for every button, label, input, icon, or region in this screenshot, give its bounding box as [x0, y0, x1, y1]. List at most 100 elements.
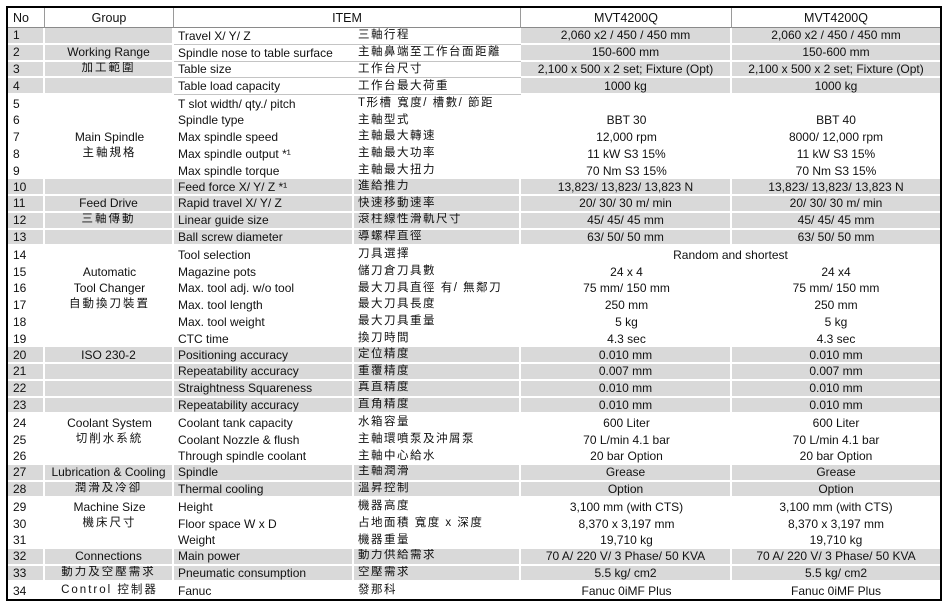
item-zh-cell: 定位精度	[354, 347, 521, 364]
item-zh-cell: 最大刀具重量	[358, 315, 436, 328]
item-en-cell: Table load capacity	[174, 78, 354, 96]
table-row: 32 Connections Main power 動力供給需求 70 A/ 220 V…	[8, 548, 940, 566]
value-cell-2: 70 L/min 4.1 bar	[792, 432, 880, 447]
item-en-cell: Max. tool adj. w/o tool	[178, 281, 295, 296]
value-cell-2: 20 bar Option	[799, 449, 873, 464]
item-en-cell: Max. tool weight	[178, 314, 265, 329]
item-en-cell: Feed force X/ Y/ Z *¹	[174, 179, 354, 196]
item-zh-cell: 刀具選擇	[358, 248, 410, 260]
group-cell: 三軸傳動	[45, 212, 174, 230]
value-cell-1: 250 mm	[604, 298, 649, 313]
row-number-cell: 6	[13, 113, 20, 128]
table-row: 2 Working Range Spindle nose to table surf…	[8, 44, 940, 62]
value-cell-2: 75 mm/ 150 mm	[792, 281, 880, 296]
table-row: 13 Ball screw diameter 導螺桿直徑 63/ 50/ 50 mm 6…	[8, 229, 940, 247]
row-number-cell: 23	[8, 397, 45, 415]
item-zh-cell: 溫昇控制	[354, 481, 521, 499]
group-cell	[45, 532, 174, 549]
value-cell-2: 250 mm	[814, 298, 858, 313]
item-en-cell: Pneumatic consumption	[174, 565, 354, 583]
group-cell	[45, 162, 174, 179]
item-en-cell: Max. tool length	[178, 298, 263, 313]
item-en-cell: Fanuc	[178, 583, 212, 598]
row-number-cell: 25	[13, 432, 27, 447]
row-number-cell: 33	[8, 565, 45, 583]
value-cell-1: 0.010 mm	[521, 347, 732, 364]
item-en-cell: CTC time	[178, 331, 229, 346]
group-cell: Connections	[45, 548, 174, 566]
item-en-cell: Travel X/ Y/ Z	[174, 28, 354, 45]
item-en-cell: Coolant Nozzle & flush	[178, 432, 300, 447]
item-en-cell: Thermal cooling	[174, 481, 354, 499]
item-zh-cell: 主軸中心給水	[358, 449, 436, 462]
item-zh-cell: 真直精度	[354, 380, 521, 398]
value-cell-2: 2,060 x2 / 450 / 450 mm	[732, 28, 940, 45]
value-cell-2: 0.010 mm	[732, 347, 940, 364]
row-number-cell: 5	[13, 96, 20, 111]
table-row: 4 Table load capacity 工作台最大荷重 1000 kg 1000 k…	[8, 78, 940, 96]
group-cell: Automatic	[82, 264, 137, 279]
value-cell-1: 4.3 sec	[607, 331, 646, 346]
value-cell-2: 24 x4	[821, 264, 851, 279]
item-en-cell: Repeatability accuracy	[174, 363, 354, 381]
value-cell-2: 0.010 mm	[732, 397, 940, 415]
row-number-cell: 7	[13, 130, 20, 145]
item-zh-cell: 主軸最大轉速	[358, 130, 436, 143]
table-row: 34 Control 控制器 Fanuc 發那科 Fanuc 0iMF Plus Fanu…	[8, 582, 940, 599]
table-row: 3 加工範圍 Table size 工作台尺寸 2,100 x 500 x 2 set;…	[8, 61, 940, 79]
group-cell	[45, 28, 174, 45]
item-en-cell: Magazine pots	[178, 264, 257, 279]
table-row: 23 Repeatability accuracy 直角精度 0.010 mm 0.01…	[8, 397, 940, 415]
table-row: 28 潤滑及冷卻 Thermal cooling 溫昇控制 Option Option	[8, 481, 940, 499]
group-cell: 主軸規格	[82, 147, 137, 160]
item-zh-cell: 空壓需求	[354, 565, 521, 583]
group-cell: 潤滑及冷卻	[45, 481, 174, 499]
item-zh-cell: 主軸鼻端至工作台面距離	[354, 44, 521, 62]
group-cell: 自動換刀裝置	[69, 298, 150, 311]
value-cell-1: 70 L/min 4.1 bar	[583, 432, 670, 447]
value-cell-1: 0.007 mm	[521, 363, 732, 381]
value-cell-2: 13,823/ 13,823/ 13,823 N	[732, 179, 940, 196]
group-cell: 切削水系統	[75, 432, 144, 445]
table-row: 7 Main Spindle Max spindle speed 主軸最大轉速 12,0…	[8, 129, 940, 146]
value-cell-1: 70 Nm S3 15%	[586, 163, 667, 178]
group-cell	[45, 179, 174, 196]
item-en-cell: Coolant tank capacity	[178, 415, 293, 430]
group-cell: Working Range	[45, 44, 174, 62]
header-model-2: MVT4200Q	[732, 8, 940, 28]
value-cell-2	[732, 95, 940, 112]
value-cell-1: 0.010 mm	[521, 380, 732, 398]
value-cell-1: 5.5 kg/ cm2	[521, 565, 732, 583]
item-en-cell: Spindle type	[178, 113, 245, 128]
header-group: Group	[45, 8, 174, 28]
value-cell-2: 150-600 mm	[732, 44, 940, 62]
item-en-cell: Spindle nose to table surface	[174, 44, 354, 62]
row-number-cell: 10	[8, 179, 45, 196]
value-cell-1: 20/ 30/ 30 m/ min	[521, 195, 732, 213]
header-model-1: MVT4200Q	[521, 8, 732, 28]
item-en-cell: Straightness Squareness	[174, 380, 354, 398]
table-row: 17 自動換刀裝置 Max. tool length 最大刀具長度 250 mm 250 …	[8, 297, 940, 314]
group-cell	[45, 112, 174, 129]
row-number-cell: 14	[13, 247, 27, 262]
table-row: 29 Machine Size Height 機器高度 3,100 mm (with C…	[8, 498, 940, 515]
row-number-cell: 22	[8, 380, 45, 398]
item-zh-cell: 導螺桿直徑	[354, 229, 521, 247]
row-number-cell: 9	[13, 163, 20, 178]
row-number-cell: 3	[8, 61, 45, 79]
value-cell-2: Fanuc 0iMF Plus	[790, 583, 882, 598]
value-cell-2: 1000 kg	[732, 78, 940, 96]
row-number-cell: 29	[13, 499, 27, 514]
row-number-cell: 31	[13, 533, 27, 548]
item-zh-cell: 進給推力	[354, 179, 521, 196]
value-cell-1: 3,100 mm (with CTS)	[569, 499, 684, 514]
row-number-cell: 21	[8, 363, 45, 381]
item-zh-cell: 主軸最大功率	[358, 147, 436, 160]
value-cell-2: 8,370 x 3,197 mm	[787, 516, 885, 531]
row-number-cell: 19	[13, 331, 27, 346]
value-cell-1: Option	[521, 481, 732, 499]
item-en-cell: Repeatability accuracy	[174, 397, 354, 415]
value-cell-2: BBT 40	[816, 113, 856, 128]
value-cell-2: 600 Liter	[812, 415, 860, 430]
row-number-cell: 15	[13, 264, 27, 279]
